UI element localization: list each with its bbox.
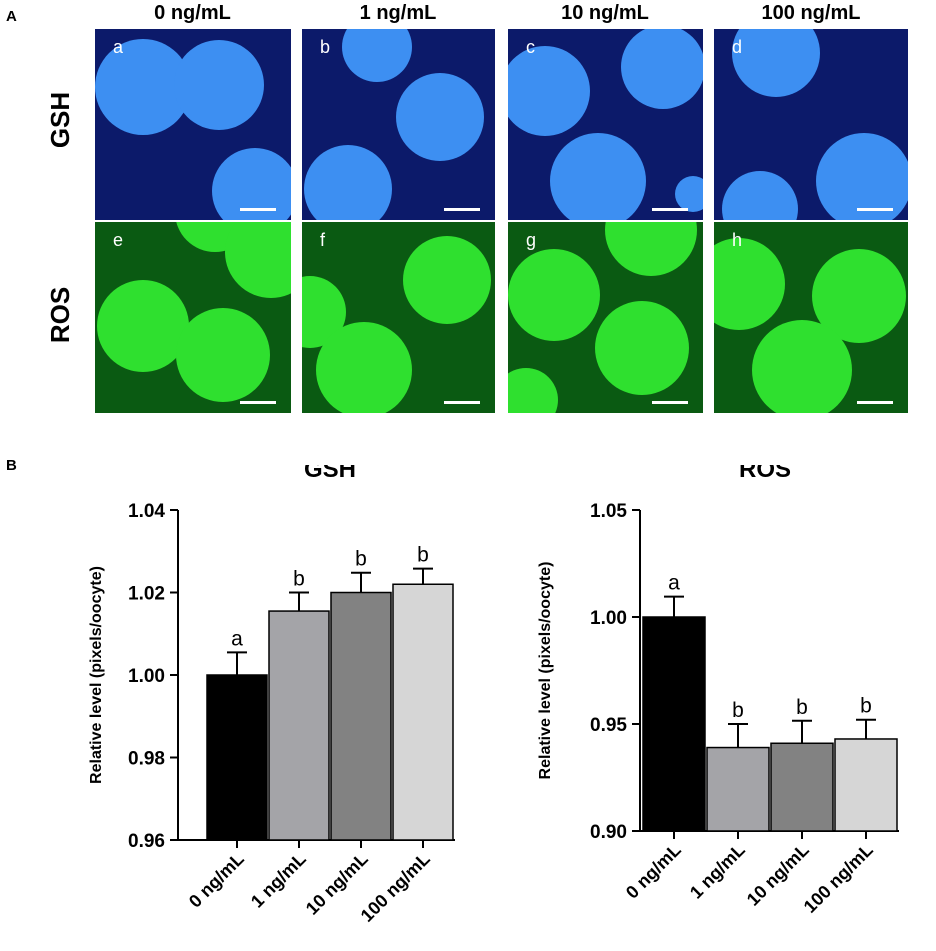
oocyte	[95, 39, 191, 135]
micrograph-sublabel: h	[732, 230, 743, 250]
bar	[770, 742, 834, 832]
y-axis-label: Relative level (pixels/oocyte)	[537, 562, 554, 780]
y-tick-label: 1.05	[590, 501, 627, 522]
bar	[834, 738, 898, 832]
micrograph-h: h	[714, 222, 908, 413]
y-tick-label: 0.96	[128, 831, 165, 852]
oocyte	[396, 73, 484, 161]
oocyte	[508, 46, 590, 136]
micrograph-sublabel: b	[320, 37, 331, 57]
oocyte	[212, 148, 291, 220]
scale-bar	[444, 401, 480, 404]
oocyte	[403, 236, 491, 324]
x-tick-label: 1 ng/mL	[686, 840, 749, 903]
oocyte	[97, 280, 189, 372]
row-label-ros: ROS	[45, 286, 75, 344]
scale-bar	[652, 401, 688, 404]
bar-charts: GSH Relative level (pixels/oocyte) 0.96 0.9…	[88, 456, 899, 926]
column-header-2: 10 ng/mL	[561, 2, 649, 24]
micrograph-f: f	[302, 222, 495, 413]
bar	[268, 610, 330, 841]
micrograph-sublabel: f	[320, 230, 326, 250]
micrograph-sublabel: e	[113, 230, 124, 250]
oocyte	[714, 238, 785, 330]
bar	[706, 746, 770, 832]
x-tick-label: 1 ng/mL	[247, 849, 310, 912]
y-tick-label: 0.98	[128, 749, 165, 770]
oocyte	[225, 222, 291, 298]
chart-title: GSH	[304, 465, 356, 483]
micrograph-c: c	[508, 29, 703, 220]
y-axis-label: Relative level (pixels/oocyte)	[88, 566, 105, 784]
micrograph-g: g	[508, 222, 703, 413]
oocyte	[816, 133, 908, 220]
oocyte	[621, 29, 703, 109]
micrograph-sublabel: g	[526, 230, 537, 250]
y-tick-label: 0.90	[590, 822, 627, 843]
micrograph-e: e	[95, 222, 291, 413]
column-header-0: 0 ng/mL	[154, 2, 231, 24]
significance-letter: b	[860, 695, 872, 718]
oocyte	[342, 29, 412, 82]
micrograph-sublabel: a	[113, 37, 124, 57]
micrograph-d: d	[714, 29, 908, 220]
scale-bar	[857, 208, 893, 211]
x-tick-label: 0 ng/mL	[622, 840, 685, 903]
significance-letter: b	[732, 699, 744, 722]
bar	[642, 616, 706, 832]
oocyte	[174, 40, 264, 130]
oocyte	[304, 145, 392, 220]
y-tick-label: 0.95	[590, 715, 627, 736]
oocyte	[508, 249, 600, 341]
panel-b-letter: B	[6, 457, 17, 474]
chart-title: ROS	[739, 465, 791, 483]
column-header-3: 100 ng/mL	[761, 2, 861, 24]
oocyte	[302, 276, 346, 348]
scale-bar	[652, 208, 688, 211]
scale-bar	[240, 401, 276, 404]
x-tick-label: 0 ng/mL	[185, 849, 248, 912]
bar	[392, 583, 454, 841]
micrograph-a: a	[95, 29, 291, 220]
scale-bar	[240, 208, 276, 211]
micrograph-b: b	[302, 29, 495, 220]
y-tick-label: 1.00	[128, 666, 165, 687]
oocyte	[722, 171, 798, 220]
panel-a-letter: A	[6, 8, 17, 25]
significance-letter: b	[417, 544, 429, 567]
scale-bar	[444, 208, 480, 211]
column-header-1: 1 ng/mL	[359, 2, 437, 24]
micrograph-sublabel: c	[526, 37, 535, 57]
significance-letter: a	[668, 572, 680, 595]
oocyte	[812, 249, 906, 343]
oocyte	[605, 222, 697, 276]
significance-letter: b	[355, 548, 367, 571]
significance-letter: b	[293, 568, 305, 591]
oocyte	[176, 308, 270, 402]
oocyte	[595, 301, 689, 395]
oocyte	[508, 368, 558, 413]
oocyte	[752, 320, 852, 413]
y-tick-label: 1.04	[128, 501, 165, 522]
oocyte	[316, 322, 412, 413]
significance-letter: b	[796, 696, 808, 719]
panel-b-charts: GSH Relative level (pixels/oocyte) 0.96 0.9…	[0, 456, 936, 946]
scale-bar	[857, 401, 893, 404]
oocyte	[732, 29, 820, 97]
significance-letter: a	[231, 627, 243, 650]
oocyte	[675, 176, 703, 212]
bar	[330, 591, 392, 841]
bar	[206, 674, 268, 841]
y-tick-label: 1.02	[128, 584, 165, 605]
y-tick-label: 1.00	[590, 608, 627, 629]
oocyte	[550, 133, 646, 220]
micrograph-sublabel: d	[732, 37, 743, 57]
x-tick-label: 100 ng/mL	[800, 840, 877, 917]
row-label-gsh: GSH	[45, 91, 75, 149]
